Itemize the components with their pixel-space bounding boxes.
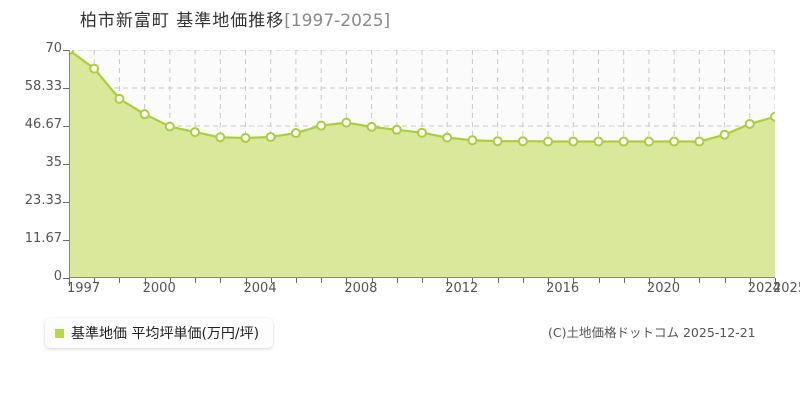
x-axis-tick bbox=[472, 278, 474, 283]
x-axis-tick bbox=[623, 278, 625, 283]
x-axis-tick bbox=[497, 278, 499, 283]
x-axis-tick bbox=[195, 278, 197, 283]
legend-label: 基準地価 平均坪単価(万円/坪) bbox=[71, 326, 260, 342]
y-axis-tick bbox=[63, 202, 69, 203]
x-axis-tick bbox=[245, 278, 247, 286]
x-axis-tick bbox=[270, 278, 272, 283]
x-axis-tick bbox=[220, 278, 222, 283]
x-axis-tick-label: 2008 bbox=[344, 281, 378, 296]
chart-title-range: [1997-2025] bbox=[284, 11, 391, 31]
y-axis-tick bbox=[63, 278, 69, 279]
x-axis-tick bbox=[724, 278, 726, 283]
legend-swatch-icon bbox=[55, 328, 64, 338]
x-axis-tick-label: 2000 bbox=[142, 281, 176, 296]
x-axis-tick bbox=[169, 278, 171, 283]
chart-title-main: 柏市新富町 基準地価推移 bbox=[79, 11, 285, 31]
y-axis-tick-label: 46.67 bbox=[24, 116, 62, 132]
x-axis-tick bbox=[522, 278, 524, 283]
x-axis-tick bbox=[346, 278, 348, 286]
x-axis-tick-label: 2016 bbox=[546, 281, 580, 296]
y-axis-tick-label: 70 bbox=[45, 41, 62, 56]
plot-area bbox=[69, 50, 775, 278]
x-axis-tick-label: 2012 bbox=[445, 281, 479, 296]
x-axis-tick-label: 2025 bbox=[773, 281, 800, 296]
x-axis-tick bbox=[648, 278, 650, 286]
x-axis-tick bbox=[94, 278, 96, 283]
x-axis-tick bbox=[321, 278, 323, 283]
y-axis-tick-label: 23.33 bbox=[24, 193, 62, 208]
y-axis-tick-label: 58.33 bbox=[24, 79, 62, 94]
x-axis-tick bbox=[598, 278, 600, 283]
x-axis-tick bbox=[749, 278, 751, 286]
x-axis-tick-label: 1997 bbox=[67, 281, 101, 296]
chart-title: 柏市新富町 基準地価推移[1997-2025] bbox=[0, 6, 800, 31]
x-axis-tick bbox=[422, 278, 423, 283]
y-axis-tick-label: 0 bbox=[53, 269, 62, 284]
x-axis-tick bbox=[69, 278, 70, 286]
y-axis-tick bbox=[63, 239, 69, 241]
y-axis-tick bbox=[63, 164, 69, 165]
x-axis-tick bbox=[573, 278, 575, 283]
x-axis-tick bbox=[699, 278, 701, 283]
x-axis-tick bbox=[674, 278, 676, 283]
x-axis-tick bbox=[775, 278, 776, 286]
y-axis-tick-label: 11.67 bbox=[24, 230, 62, 246]
chart-legend: 基準地価 平均坪単価(万円/坪) bbox=[45, 318, 274, 348]
y-axis-tick bbox=[63, 50, 69, 51]
x-axis-tick bbox=[119, 278, 121, 283]
x-axis-tick bbox=[295, 278, 297, 283]
y-axis-tick bbox=[63, 125, 69, 127]
y-axis-tick bbox=[63, 88, 69, 89]
y-axis-tick-label: 35 bbox=[45, 155, 62, 170]
chart-canvas bbox=[69, 50, 775, 278]
x-axis-tick bbox=[548, 278, 550, 286]
x-axis-tick-label: 2020 bbox=[646, 281, 681, 296]
x-axis-tick-label: 2024 bbox=[747, 281, 781, 296]
copyright-text: (C)土地価格ドットコム 2025-12-21 bbox=[548, 325, 756, 340]
x-axis-tick-label: 2004 bbox=[243, 281, 277, 296]
x-axis-tick bbox=[144, 278, 146, 286]
x-axis-tick bbox=[396, 278, 398, 283]
x-axis-tick bbox=[371, 278, 373, 283]
x-axis-tick bbox=[447, 278, 449, 286]
